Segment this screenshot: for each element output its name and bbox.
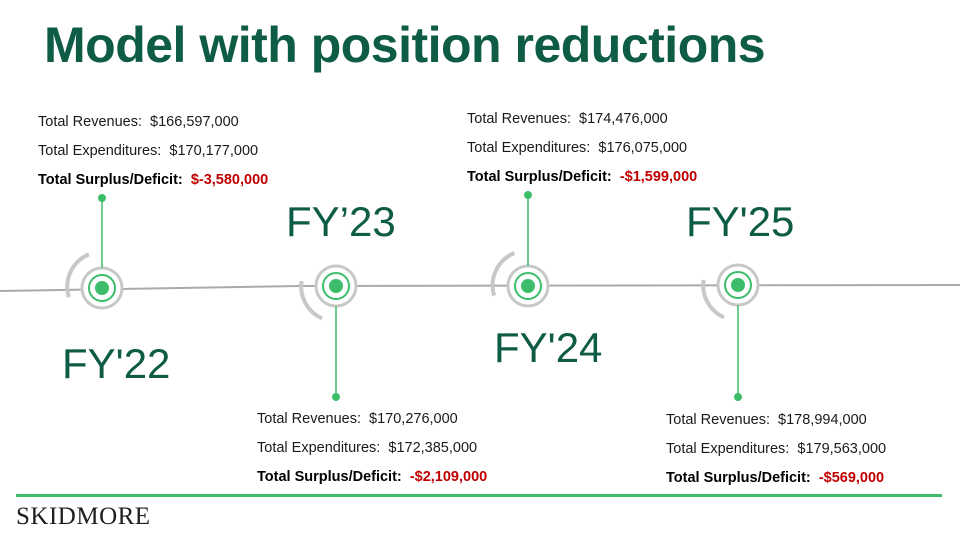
connector-dot <box>98 194 106 202</box>
surplus-label: Total Surplus/Deficit: <box>38 172 183 188</box>
data-block-fy22: Total Revenues: $166,597,000 Total Expen… <box>38 108 268 195</box>
data-block-fy23: Total Revenues: $170,276,000 Total Expen… <box>257 405 487 492</box>
connector-dot <box>734 393 742 401</box>
expenditures-value: $179,563,000 <box>797 441 887 457</box>
node-arc <box>701 279 725 320</box>
revenues-value: $174,476,000 <box>579 111 668 127</box>
year-label-fy23: FY’23 <box>286 198 396 245</box>
revenues-row: Total Revenues: $170,276,000 <box>257 405 487 434</box>
expenditures-row: Total Expenditures: $179,563,000 <box>666 435 886 464</box>
slide-title: Model with position reductions <box>44 17 766 73</box>
surplus-value: -$2,109,000 <box>409 469 488 485</box>
expenditures-label: Total Expenditures: <box>467 140 591 156</box>
revenues-label: Total Revenues: <box>666 412 770 428</box>
data-block-fy24: Total Revenues: $174,476,000 Total Expen… <box>467 105 697 192</box>
revenues-row: Total Revenues: $166,597,000 <box>38 108 268 137</box>
revenues-row: Total Revenues: $174,476,000 <box>467 105 697 134</box>
surplus-row: Total Surplus/Deficit: -$1,599,000 <box>467 163 697 192</box>
timeline-node-fy24 <box>490 191 550 308</box>
expenditures-value: $176,075,000 <box>598 140 688 156</box>
surplus-row: Total Surplus/Deficit: $-3,580,000 <box>38 166 268 195</box>
surplus-row: Total Surplus/Deficit: -$2,109,000 <box>257 463 487 492</box>
connector-dot <box>524 191 532 199</box>
expenditures-label: Total Expenditures: <box>666 441 790 457</box>
node-arc <box>490 251 516 297</box>
surplus-value: -$1,599,000 <box>619 169 698 185</box>
node-arc <box>299 280 323 321</box>
revenues-row: Total Revenues: $178,994,000 <box>666 406 886 435</box>
revenues-value: $170,276,000 <box>369 411 458 427</box>
year-label-fy24: FY'24 <box>494 324 603 371</box>
footer-divider <box>16 494 942 497</box>
expenditures-label: Total Expenditures: <box>257 440 381 456</box>
expenditures-row: Total Expenditures: $172,385,000 <box>257 434 487 463</box>
revenues-value: $178,994,000 <box>778 412 867 428</box>
expenditures-row: Total Expenditures: $176,075,000 <box>467 134 697 163</box>
data-block-fy25: Total Revenues: $178,994,000 Total Expen… <box>666 406 886 493</box>
revenues-label: Total Revenues: <box>38 114 142 130</box>
surplus-label: Total Surplus/Deficit: <box>257 469 402 485</box>
expenditures-value: $172,385,000 <box>388 440 478 456</box>
timeline-line <box>0 284 960 292</box>
node-arc <box>65 252 90 298</box>
surplus-value: -$569,000 <box>818 470 885 486</box>
timeline-node-fy25 <box>701 263 760 401</box>
skidmore-logo: SKIDMORE <box>16 503 151 530</box>
surplus-label: Total Surplus/Deficit: <box>666 470 811 486</box>
revenues-value: $166,597,000 <box>150 114 239 130</box>
surplus-label: Total Surplus/Deficit: <box>467 169 612 185</box>
connector-dot <box>332 393 340 401</box>
surplus-row: Total Surplus/Deficit: -$569,000 <box>666 464 886 493</box>
year-label-fy22: FY'22 <box>62 340 171 387</box>
year-label-fy25: FY'25 <box>686 198 795 245</box>
revenues-label: Total Revenues: <box>467 111 571 127</box>
revenues-label: Total Revenues: <box>257 411 361 427</box>
surplus-value: $-3,580,000 <box>190 172 269 188</box>
expenditures-row: Total Expenditures: $170,177,000 <box>38 137 268 166</box>
timeline-node-fy23 <box>299 264 358 401</box>
expenditures-value: $170,177,000 <box>169 143 259 159</box>
expenditures-label: Total Expenditures: <box>38 143 162 159</box>
timeline-node-fy22 <box>65 194 124 310</box>
